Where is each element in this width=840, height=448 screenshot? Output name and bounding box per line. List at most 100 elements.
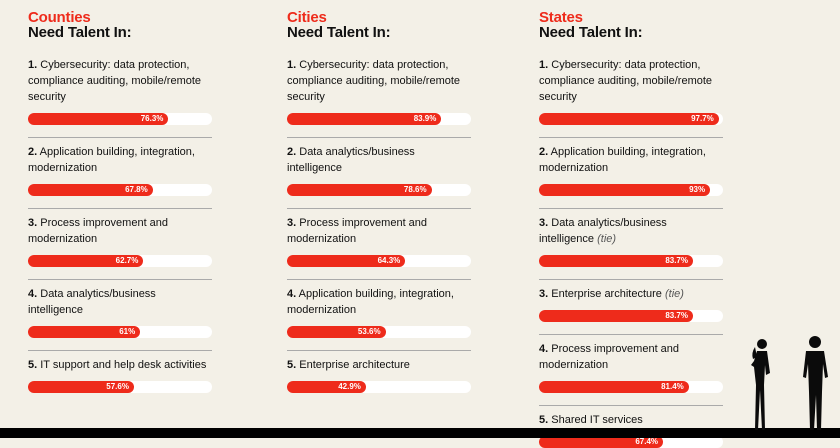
ranking-item: 4. Process improvement and modernization…	[539, 335, 723, 406]
item-label: 1. Cybersecurity: data protection, compl…	[287, 57, 471, 105]
item-label: 5. Shared IT services	[539, 412, 723, 428]
ranking-item: 2. Application building, integration, mo…	[539, 138, 723, 209]
item-note: (tie)	[664, 288, 684, 300]
item-label: 3. Process improvement and modernization	[28, 215, 212, 247]
item-rank: 4.	[539, 343, 549, 355]
cities-column: Cities Need Talent In: 1. Cybersecurity:…	[287, 9, 471, 393]
ranking-item: 1. Cybersecurity: data protection, compl…	[287, 51, 471, 138]
column-title: Cities	[287, 9, 327, 26]
ranking-item: 3. Enterprise architecture (tie) 83.7%	[539, 280, 723, 335]
bar-fill: 83.9%	[287, 113, 442, 125]
bar-value-label: 53.6%	[357, 327, 381, 336]
divider	[539, 208, 723, 209]
bar-value-label: 61%	[119, 327, 136, 336]
item-rank: 2.	[28, 146, 38, 158]
column-subtitle: Need Talent In:	[539, 24, 643, 41]
bar-fill: 67.8%	[28, 184, 153, 196]
bar-fill: 61%	[28, 326, 141, 338]
bar-fill: 93%	[539, 184, 711, 196]
bar-track: 64.3%	[287, 255, 471, 267]
item-text: Cybersecurity: data protection, complian…	[539, 59, 713, 103]
ranking-item: 2. Application building, integration, mo…	[28, 138, 212, 209]
column-title: States	[539, 9, 583, 26]
item-rank: 5.	[287, 359, 297, 371]
item-rank: 3.	[539, 288, 549, 300]
item-rank: 5.	[539, 414, 549, 426]
divider	[287, 279, 471, 280]
bar-track: 76.3%	[28, 113, 212, 125]
divider	[28, 208, 212, 209]
bar-track: 78.6%	[287, 184, 471, 196]
bar-value-label: 76.3%	[140, 114, 164, 123]
bar-track: 83.7%	[539, 310, 723, 322]
item-label: 1. Cybersecurity: data protection, compl…	[539, 57, 723, 105]
bar-value-label: 83.7%	[665, 311, 688, 320]
item-text: Cybersecurity: data protection, complian…	[287, 59, 461, 103]
ranking-item: 3. Process improvement and modernization…	[28, 209, 212, 280]
bar-track: 62.7%	[28, 255, 212, 267]
divider	[28, 137, 212, 138]
bar-track: 61%	[28, 326, 212, 338]
bar-value-label: 42.9%	[338, 382, 361, 391]
item-label: 1. Cybersecurity: data protection, compl…	[28, 57, 212, 105]
item-text: Enterprise architecture	[299, 359, 410, 371]
bar-value-label: 67.8%	[125, 185, 148, 194]
column-subtitle: Need Talent In:	[287, 24, 391, 41]
item-label: 5. Enterprise architecture	[287, 357, 471, 373]
ranking-item: 5. Shared IT services 67.4%	[539, 406, 723, 448]
item-note: (tie)	[597, 233, 617, 245]
divider	[539, 405, 723, 406]
bar-fill: 53.6%	[287, 326, 386, 338]
item-text: IT support and help desk activities	[40, 359, 207, 371]
bar-value-label: 62.7%	[115, 256, 139, 265]
ranking-item: 1. Cybersecurity: data protection, compl…	[28, 51, 212, 138]
item-label: 5. IT support and help desk activities	[28, 357, 212, 373]
bar-fill: 97.7%	[539, 113, 719, 125]
item-text: Process improvement and modernization	[28, 217, 169, 245]
bar-value-label: 83.9%	[413, 114, 437, 123]
item-label: 4. Data analytics/business intelligence	[28, 286, 212, 318]
bar-fill: 42.9%	[287, 381, 366, 393]
ranking-item: 2. Data analytics/business intelligence …	[287, 138, 471, 209]
item-rank: 4.	[287, 288, 297, 300]
bar-value-label: 57.6%	[106, 382, 129, 391]
item-label: 3. Data analytics/business intelligence …	[539, 215, 723, 247]
item-text: Process improvement and modernization	[287, 217, 428, 245]
bar-fill: 81.4%	[539, 381, 689, 393]
item-rank: 5.	[28, 359, 38, 371]
item-rank: 3.	[287, 217, 297, 229]
item-rank: 3.	[28, 217, 38, 229]
bar-track: 93%	[539, 184, 723, 196]
bar-fill: 83.7%	[539, 255, 693, 267]
bar-value-label: 83.7%	[665, 256, 688, 265]
floor-band	[0, 428, 840, 438]
bar-value-label: 93%	[689, 185, 706, 194]
bar-track: 83.7%	[539, 255, 723, 267]
item-rank: 4.	[28, 288, 38, 300]
item-text: Data analytics/business intelligence	[287, 146, 415, 174]
bar-fill: 64.3%	[287, 255, 406, 267]
bar-value-label: 64.3%	[377, 256, 401, 265]
item-label: 3. Process improvement and modernization	[287, 215, 471, 247]
ranking-item: 5. IT support and help desk activities 5…	[28, 351, 212, 393]
item-label: 2. Application building, integration, mo…	[539, 144, 723, 176]
item-text: Application building, integration, moder…	[287, 288, 454, 316]
bar-fill: 76.3%	[28, 113, 169, 125]
item-rank: 3.	[539, 217, 549, 229]
bar-track: 81.4%	[539, 381, 723, 393]
bar-fill: 78.6%	[287, 184, 432, 196]
item-rank: 1.	[28, 59, 38, 71]
bar-fill: 57.6%	[28, 381, 134, 393]
bar-value-label: 81.4%	[661, 382, 684, 391]
item-text: Enterprise architecture	[551, 288, 662, 300]
divider	[287, 350, 471, 351]
item-label: 2. Data analytics/business intelligence	[287, 144, 471, 176]
divider	[539, 137, 723, 138]
item-rank: 2.	[287, 146, 297, 158]
item-label: 3. Enterprise architecture (tie)	[539, 286, 723, 302]
ranking-item: 3. Data analytics/business intelligence …	[539, 209, 723, 280]
bar-track: 53.6%	[287, 326, 471, 338]
bar-track: 42.9%	[287, 381, 471, 393]
item-label: 2. Application building, integration, mo…	[28, 144, 212, 176]
column-title: Counties	[28, 9, 91, 26]
